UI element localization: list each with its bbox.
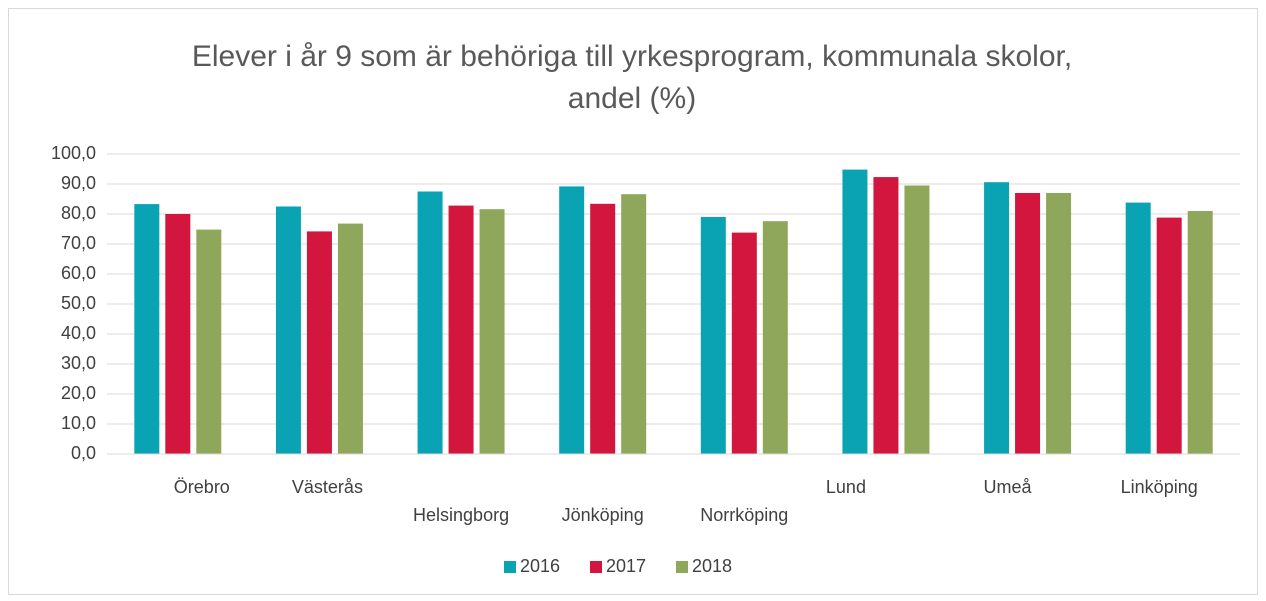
y-tick-label: 80,0 [61,203,96,223]
y-tick-label: 90,0 [61,173,96,193]
x-tick-label: Linköping [1121,477,1198,497]
bar [762,221,788,454]
bar [1156,217,1182,454]
legend-label: 2018 [692,556,732,576]
y-tick-label: 10,0 [61,413,96,433]
bar [275,206,301,454]
y-tick-label: 20,0 [61,383,96,403]
legend-label: 2017 [606,556,646,576]
x-tick-label: Umeå [984,477,1033,497]
x-tick-label: Jönköping [562,505,644,525]
bar [448,205,474,454]
bar [165,214,191,454]
bar [700,217,726,454]
bar [479,209,505,454]
y-tick-label: 50,0 [61,293,96,313]
bar [590,203,616,454]
legend-swatch [590,561,602,573]
chart-border [8,8,1258,595]
y-tick-label: 40,0 [61,323,96,343]
chart-title: Elever i år 9 som är behöriga till yrkes… [191,40,1073,115]
bar [1015,193,1041,454]
bar [842,169,868,454]
y-tick-label: 100,0 [51,143,96,163]
y-tick-label: 0,0 [71,443,96,463]
bar [337,223,363,454]
x-tick-label: Norrköping [700,505,788,525]
bar [984,182,1010,454]
bar [621,194,647,454]
bar [1046,193,1072,454]
y-tick-label: 60,0 [61,263,96,283]
bar [904,185,930,454]
y-tick-label: 70,0 [61,233,96,253]
bar [1125,202,1151,454]
bar [417,191,443,454]
bar [1187,211,1213,454]
bar [134,204,160,454]
bar [873,177,899,454]
x-tick-label: Örebro [174,477,230,497]
x-tick-label: Västerås [292,477,363,497]
legend-label: 2016 [520,556,560,576]
bar [559,186,585,454]
x-tick-label: Lund [826,477,866,497]
bar [196,229,222,454]
y-tick-label: 30,0 [61,353,96,373]
bar [306,231,332,454]
bar [731,232,757,454]
legend-swatch [676,561,688,573]
legend-swatch [504,561,516,573]
x-tick-label: Helsingborg [413,505,509,525]
